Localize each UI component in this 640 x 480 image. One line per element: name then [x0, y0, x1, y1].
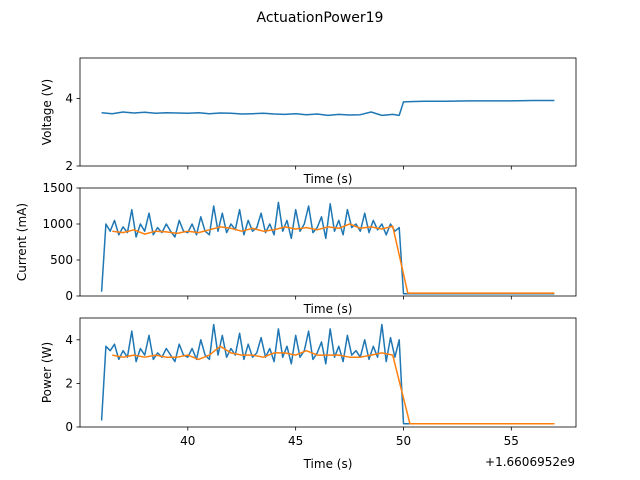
power-axes-frame: [79, 317, 577, 428]
x-offset-text: +1.6606952e9: [485, 455, 575, 469]
power-x-tick-label: 40: [180, 434, 195, 448]
current-axes-frame: [79, 187, 577, 297]
voltage-y-tick-label: 2: [65, 159, 73, 173]
power-x-tick-label: 50: [396, 434, 411, 448]
power-y-tick-label: 2: [65, 376, 73, 390]
figure-title: ActuationPower19: [257, 10, 384, 26]
current-x-axis-label: Time (s): [303, 302, 353, 316]
current-y-axis-label: Current (mA): [15, 203, 29, 281]
voltage-series-raw-line: [101, 99, 555, 117]
power-x-axis-label: Time (s): [303, 457, 353, 471]
current-panel: 0 500 1000 1500 Time (s) Current (mA): [15, 181, 577, 316]
current-y-tick-label: 500: [50, 253, 73, 267]
power-panel: 40 45 50 55 0 2 4 Time (s) Power (W): [40, 317, 577, 471]
power-y-tick-label: 4: [65, 333, 73, 347]
current-y-tick-label: 1000: [42, 217, 73, 231]
power-series-smooth-line: [112, 345, 555, 425]
current-y-tick-label: 0: [65, 289, 73, 303]
power-x-tick-label: 45: [288, 434, 303, 448]
voltage-axes-frame: [79, 57, 577, 167]
current-series-smooth-line: [112, 223, 555, 294]
power-y-tick-label: 0: [65, 420, 73, 434]
voltage-y-tick-label: 4: [65, 92, 73, 106]
power-x-tick-label: 55: [504, 434, 519, 448]
voltage-panel: 2 4 Time (s) Voltage (V): [40, 57, 577, 186]
current-y-tick-label: 1500: [42, 181, 73, 195]
voltage-x-axis-label: Time (s): [303, 172, 353, 186]
power-y-axis-label: Power (W): [40, 342, 54, 403]
power-series-raw-line: [100, 323, 555, 425]
voltage-y-axis-label: Voltage (V): [40, 79, 54, 145]
